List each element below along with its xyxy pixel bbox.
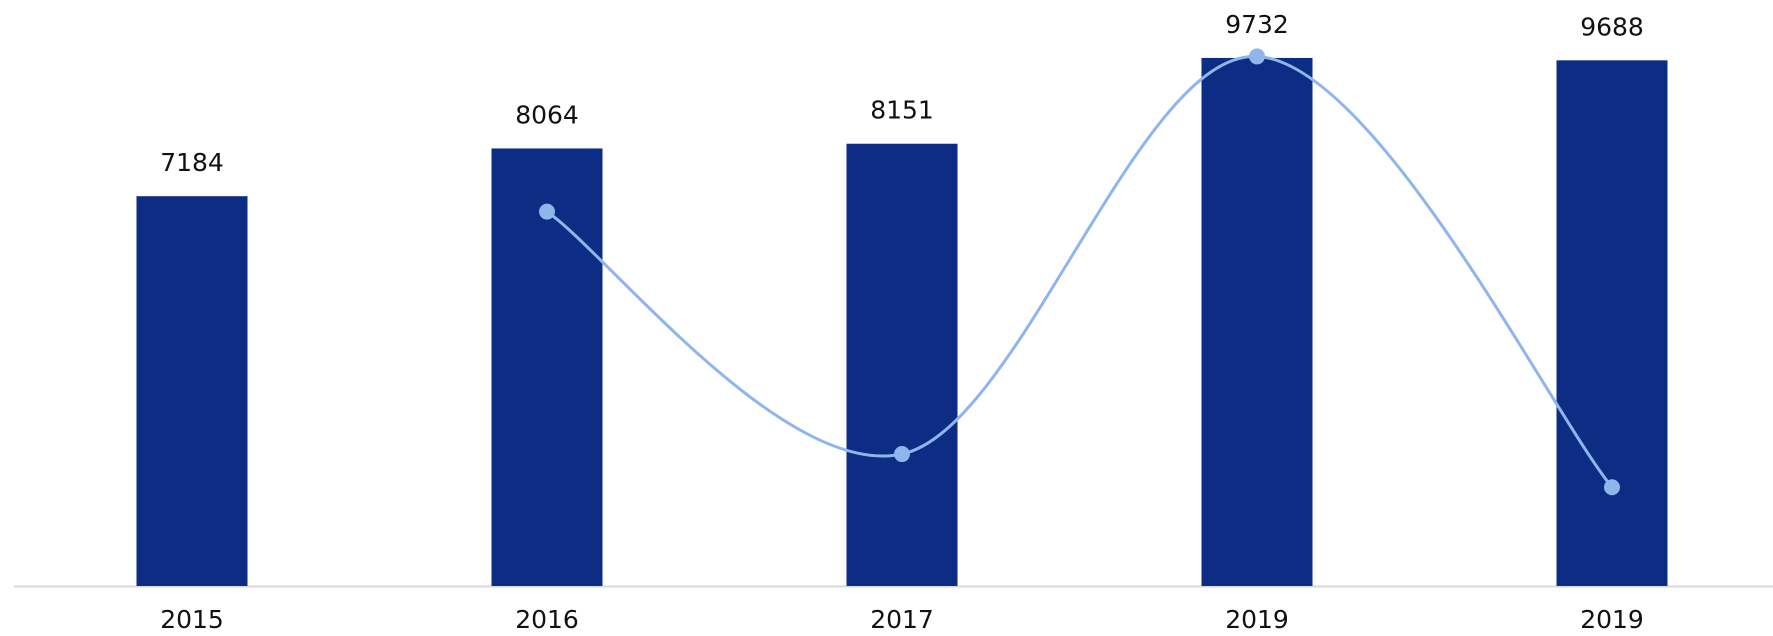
line-point xyxy=(1249,48,1265,65)
line-point xyxy=(539,203,555,220)
bar xyxy=(1201,57,1313,586)
x-tick-label: 2017 xyxy=(870,605,934,634)
line xyxy=(546,54,1614,489)
bar xyxy=(136,196,248,586)
bar xyxy=(1556,60,1668,586)
bar xyxy=(491,148,603,586)
data-label: 7184 xyxy=(160,148,224,177)
line-point xyxy=(894,446,910,463)
x-tick-label: 2015 xyxy=(160,605,224,634)
x-tick-label: 2016 xyxy=(515,605,579,634)
x-tick-label: 2019 xyxy=(1225,605,1289,634)
data-label: 8151 xyxy=(870,96,934,125)
data-label: 8064 xyxy=(515,100,579,129)
line-point xyxy=(1604,479,1620,496)
bar xyxy=(846,143,958,586)
data-label: 9688 xyxy=(1580,12,1644,41)
data-label: 9732 xyxy=(1225,10,1289,39)
x-tick-label: 2019 xyxy=(1580,605,1644,634)
